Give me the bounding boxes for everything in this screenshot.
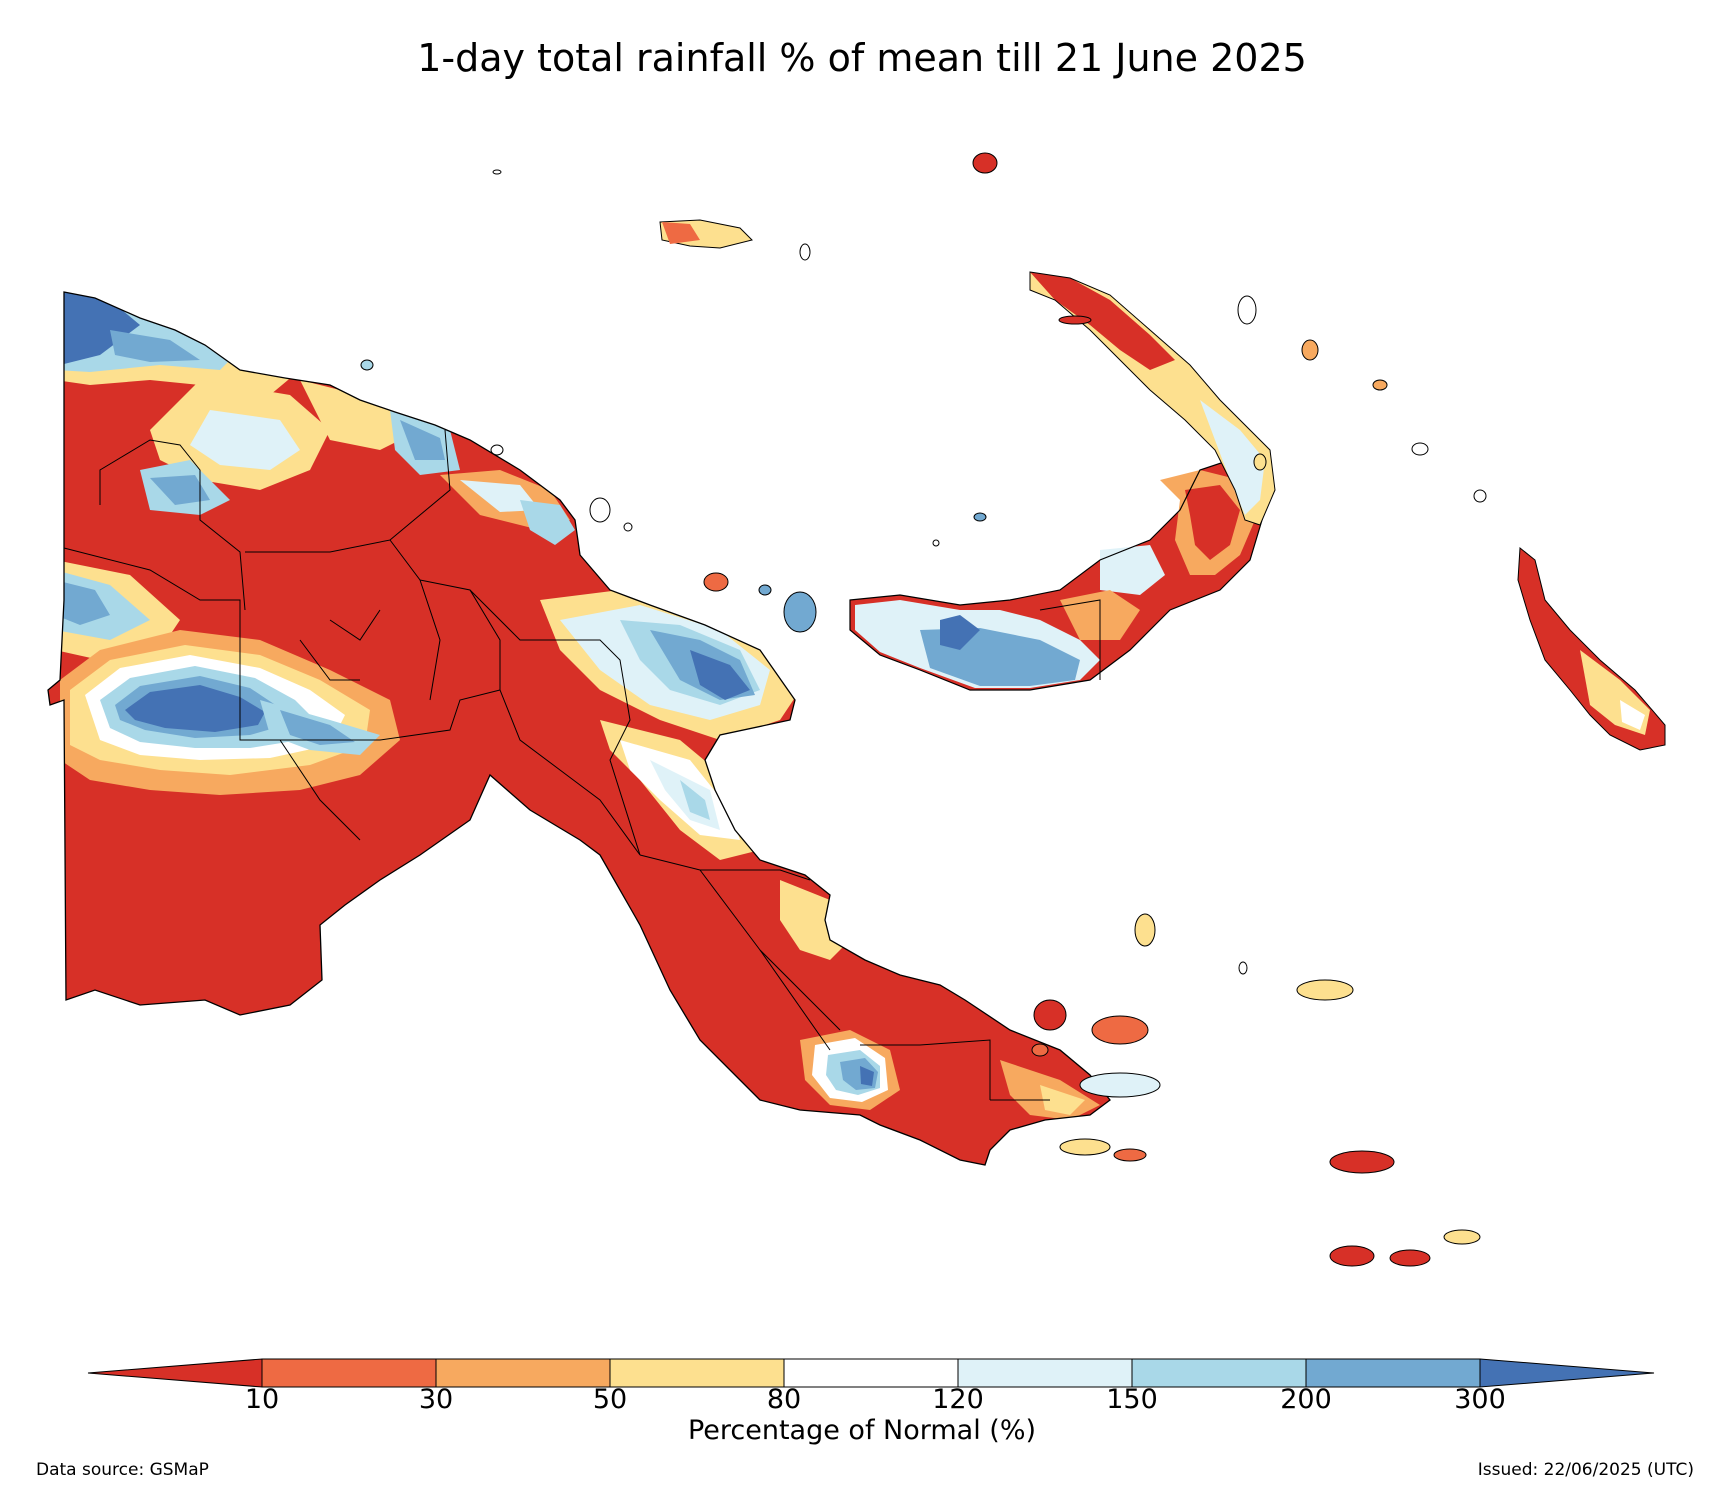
colorbar-tick-label: 10 (244, 1384, 280, 1415)
colorbar-bin-50-80 (610, 1359, 784, 1387)
new-ireland (1029, 271, 1276, 526)
data-source-note: Data source: GSMaP (36, 1460, 209, 1480)
colorbar-tick-label: 200 (1280, 1384, 1332, 1415)
map-title: 1-day total rainfall % of mean till 21 J… (417, 36, 1307, 80)
manus-island (659, 219, 753, 249)
colorbar-bin-120-150 (958, 1359, 1132, 1387)
colorbar (87, 1358, 1655, 1388)
minor-islands (360, 152, 1481, 1267)
colorbar-bin-10-30 (262, 1359, 436, 1387)
province-boundaries (63, 429, 1050, 1101)
colorbar-bin-30-50 (436, 1359, 610, 1387)
colorbar-tick-label: 30 (418, 1384, 454, 1415)
issued-date: Issued: 22/06/2025 (UTC) (1477, 1460, 1694, 1480)
colorbar-bin-150-200 (1132, 1359, 1306, 1387)
colorbar-high-extend (1479, 1358, 1655, 1388)
colorbar-tick-label: 120 (932, 1384, 984, 1415)
colorbar-tick-label: 150 (1106, 1384, 1158, 1415)
new-britain (849, 459, 1266, 691)
colorbar-tick-label: 80 (766, 1384, 802, 1415)
outline-islets (490, 169, 1487, 975)
bougainville (1517, 547, 1666, 751)
colorbar-tick-label: 50 (592, 1384, 628, 1415)
colorbar-bin-80-120 (784, 1359, 958, 1387)
colorbar-bin-200-300 (1306, 1359, 1480, 1387)
colorbar-low-extend (87, 1358, 263, 1388)
contour-fields (55, 292, 1100, 1120)
colorbar-tick-label: 300 (1454, 1384, 1506, 1415)
colorbar-label: Percentage of Normal (%) (687, 1415, 1037, 1446)
